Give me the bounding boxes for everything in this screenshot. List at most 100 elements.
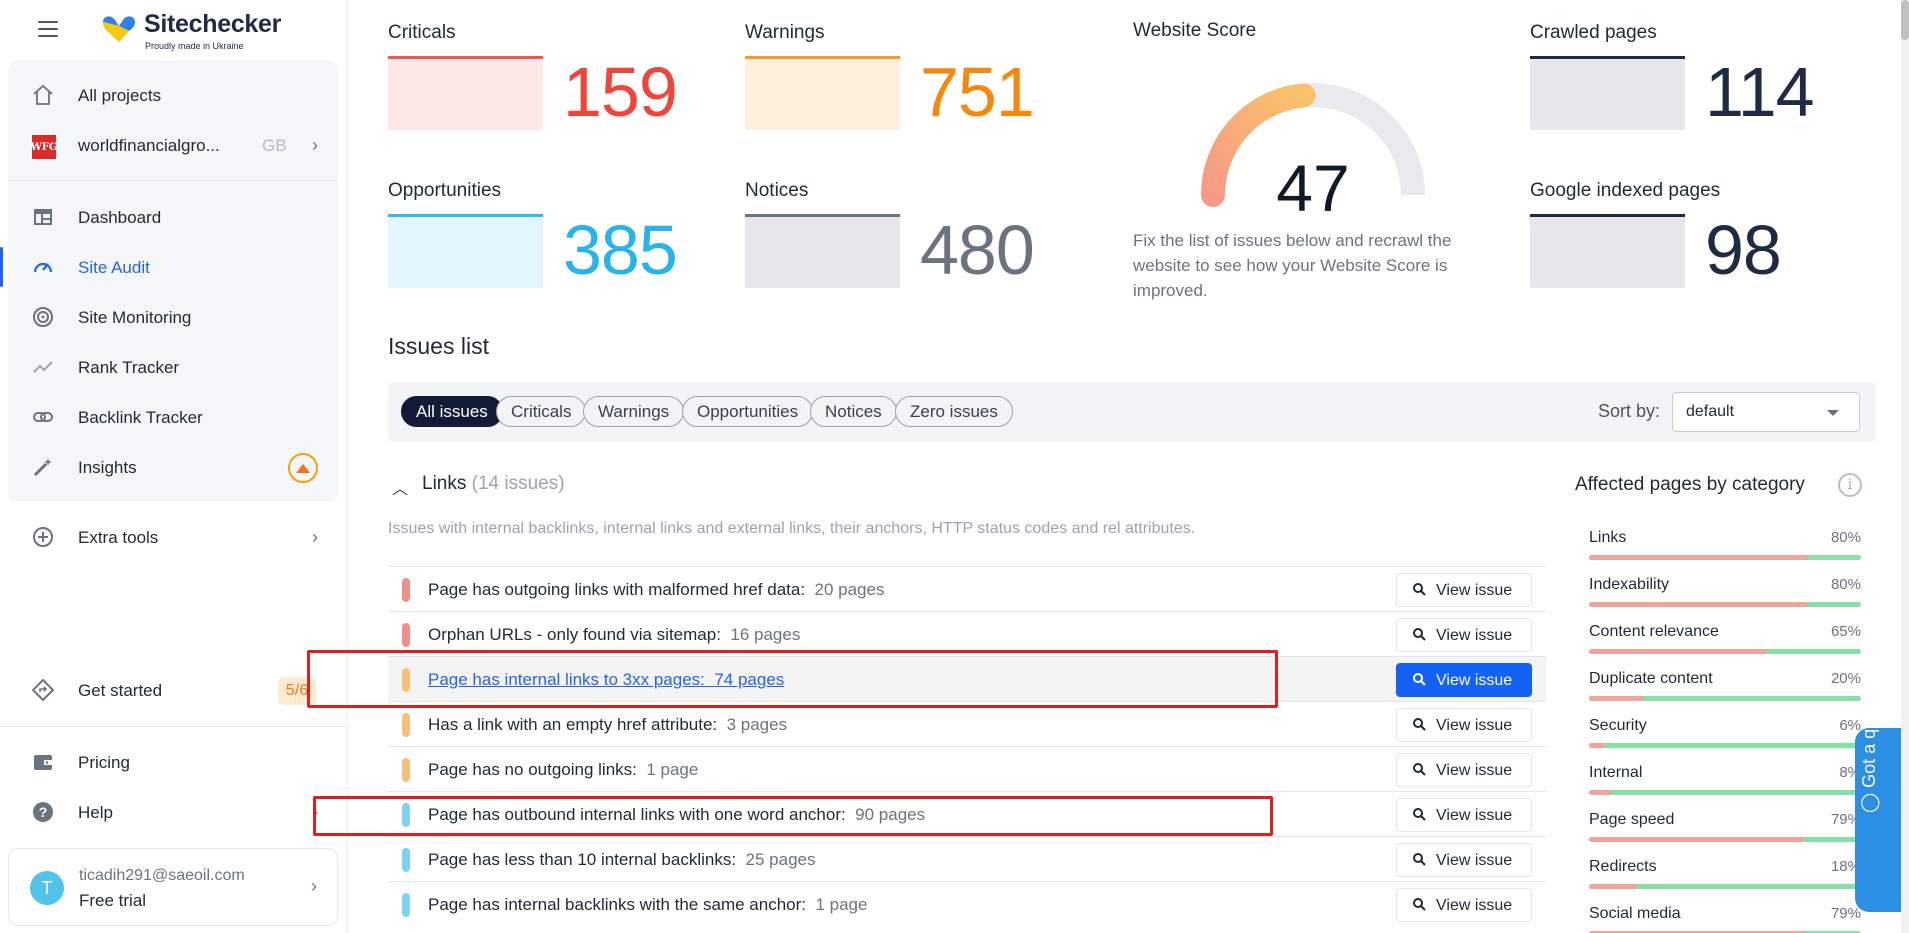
category-name: Links xyxy=(1589,529,1627,546)
sidebar: Sitechecker Proudly made in Ukraine All … xyxy=(0,0,348,933)
issue-text[interactable]: Page has less than 10 internal backlinks… xyxy=(428,850,816,869)
category-row: Links 80% xyxy=(1589,529,1861,576)
search-icon xyxy=(1413,853,1426,866)
sort-select[interactable]: default xyxy=(1672,392,1860,432)
category-name: Indexability xyxy=(1589,576,1670,593)
sidebar-item-label: Pricing xyxy=(78,753,130,772)
filter-zero-issues[interactable]: Zero issues xyxy=(895,396,1013,427)
menu-icon[interactable] xyxy=(36,18,60,40)
sidebar-item-project[interactable]: WFG worldfinancialgro... GB › xyxy=(8,125,338,165)
category-title: Affected pages by category xyxy=(1575,474,1805,495)
sidebar-item-extra-tools[interactable]: Extra tools › xyxy=(8,517,338,557)
metric-label: Opportunities xyxy=(388,180,502,201)
issue-text[interactable]: Page has outbound internal links with on… xyxy=(428,805,926,824)
search-icon xyxy=(1413,808,1426,821)
category-bar xyxy=(1589,696,1861,701)
sidebar-item-insights[interactable]: Insights xyxy=(8,447,338,487)
filter-opportunities[interactable]: Opportunities xyxy=(682,396,814,427)
filter-all-issues[interactable]: All issues xyxy=(401,396,503,427)
sidebar-item-rank-tracker[interactable]: Rank Tracker xyxy=(8,347,338,387)
sidebar-item-label: Backlink Tracker xyxy=(78,408,203,427)
dashboard-icon xyxy=(34,209,52,225)
issue-text[interactable]: Page has no outgoing links: 1 page xyxy=(428,760,699,779)
scrollbar-thumb[interactable] xyxy=(1901,0,1909,40)
metric-value: 385 xyxy=(563,211,678,289)
plus-circle-icon xyxy=(33,527,53,547)
issue-text[interactable]: Has a link with an empty href attribute:… xyxy=(428,715,788,734)
metric-label: Google indexed pages xyxy=(1530,180,1721,201)
view-issue-button[interactable]: View issue xyxy=(1396,798,1532,832)
gauge-icon xyxy=(33,262,53,273)
view-issue-button[interactable]: View issue xyxy=(1396,618,1532,652)
divider xyxy=(8,180,338,181)
sidebar-item-help[interactable]: ? Help › xyxy=(8,792,338,832)
project-logo: WFG xyxy=(31,135,57,159)
view-issue-button[interactable]: View issue xyxy=(1396,843,1532,877)
sidebar-item-site-monitoring[interactable]: Site Monitoring xyxy=(8,297,338,337)
route-icon xyxy=(32,679,54,701)
metric-color-box xyxy=(1530,56,1685,130)
sidebar-item-label: All projects xyxy=(78,86,162,105)
info-icon[interactable]: i xyxy=(1838,473,1862,497)
metric-color-box xyxy=(745,214,900,288)
rank-icon xyxy=(33,361,53,373)
category-bar xyxy=(1589,555,1861,560)
main-content: Criticals 159 Warnings 751 Opportunities… xyxy=(307,0,1909,933)
category-name: Internal xyxy=(1589,764,1643,781)
category-row: Duplicate content 20% xyxy=(1589,670,1861,717)
chevron-right-icon: › xyxy=(312,802,318,822)
sidebar-item-get-started[interactable]: Get started 5/6 xyxy=(8,670,338,710)
view-issue-button[interactable]: View issue xyxy=(1396,663,1532,697)
filter-notices[interactable]: Notices xyxy=(810,396,897,427)
sidebar-item-backlink-tracker[interactable]: Backlink Tracker xyxy=(8,397,338,437)
category-bar-fill xyxy=(1589,696,1644,701)
issue-text[interactable]: Page has internal backlinks with the sam… xyxy=(428,895,868,914)
category-bar xyxy=(1589,884,1861,889)
project-region: GB xyxy=(262,136,287,155)
user-account[interactable]: T ticadih291@saeoil.com Free trial › xyxy=(8,848,338,926)
view-issue-button[interactable]: View issue xyxy=(1396,573,1532,607)
category-bar-fill xyxy=(1589,837,1804,842)
scrollbar[interactable] xyxy=(1901,0,1909,933)
view-issue-button[interactable]: View issue xyxy=(1396,708,1532,742)
severity-indicator xyxy=(402,848,410,872)
view-issue-button[interactable]: View issue xyxy=(1396,753,1532,787)
issues-title: Issues list xyxy=(388,333,489,359)
category-percent: 65% xyxy=(1830,623,1861,640)
category-name: Content relevance xyxy=(1589,623,1719,640)
filter-warnings[interactable]: Warnings xyxy=(583,396,685,427)
issue-text[interactable]: Page has outgoing links with malformed h… xyxy=(428,580,885,599)
category-percent: 18% xyxy=(1830,858,1861,875)
sort-label: Sort by: xyxy=(1598,401,1661,421)
issue-text[interactable]: Orphan URLs - only found via sitemap: 16… xyxy=(428,625,801,644)
upgrade-icon[interactable] xyxy=(288,453,318,483)
category-bar-fill xyxy=(1589,931,1804,933)
sidebar-item-pricing[interactable]: Pricing xyxy=(8,742,338,782)
sidebar-item-all-projects[interactable]: All projects xyxy=(8,75,338,115)
category-bar-fill xyxy=(1589,555,1807,560)
wallet-icon xyxy=(34,755,52,770)
sidebar-item-dashboard[interactable]: Dashboard xyxy=(8,197,338,237)
severity-indicator xyxy=(402,578,410,602)
view-issue-button[interactable]: View issue xyxy=(1396,888,1532,922)
category-bar-fill xyxy=(1589,743,1606,748)
sidebar-header: Sitechecker Proudly made in Ukraine xyxy=(0,0,348,60)
category-name: Duplicate content xyxy=(1589,670,1713,687)
issue-row: Orphan URLs - only found via sitemap: 16… xyxy=(388,611,1546,656)
metric-label: Crawled pages xyxy=(1530,22,1657,43)
link-icon xyxy=(33,412,53,422)
category-row: Indexability 80% xyxy=(1589,576,1861,623)
help-chat-button[interactable]: ◯ Got a question? xyxy=(1855,661,1906,912)
sidebar-item-site-audit[interactable]: Site Audit xyxy=(0,247,338,287)
issue-text[interactable]: Page has internal links to 3xx pages: 74… xyxy=(428,670,785,689)
filter-criticals[interactable]: Criticals xyxy=(496,396,587,427)
brand-name: Sitechecker xyxy=(144,10,282,38)
progress-badge: 5/6 xyxy=(278,677,316,705)
issue-row: Page has less than 10 internal backlinks… xyxy=(388,836,1546,881)
category-row: Security 6% xyxy=(1589,717,1861,764)
severity-indicator xyxy=(402,623,410,647)
logo[interactable]: Sitechecker Proudly made in Ukraine xyxy=(100,10,300,51)
search-icon xyxy=(1413,628,1426,641)
search-icon xyxy=(1413,673,1426,686)
metric-color-box xyxy=(745,56,900,130)
